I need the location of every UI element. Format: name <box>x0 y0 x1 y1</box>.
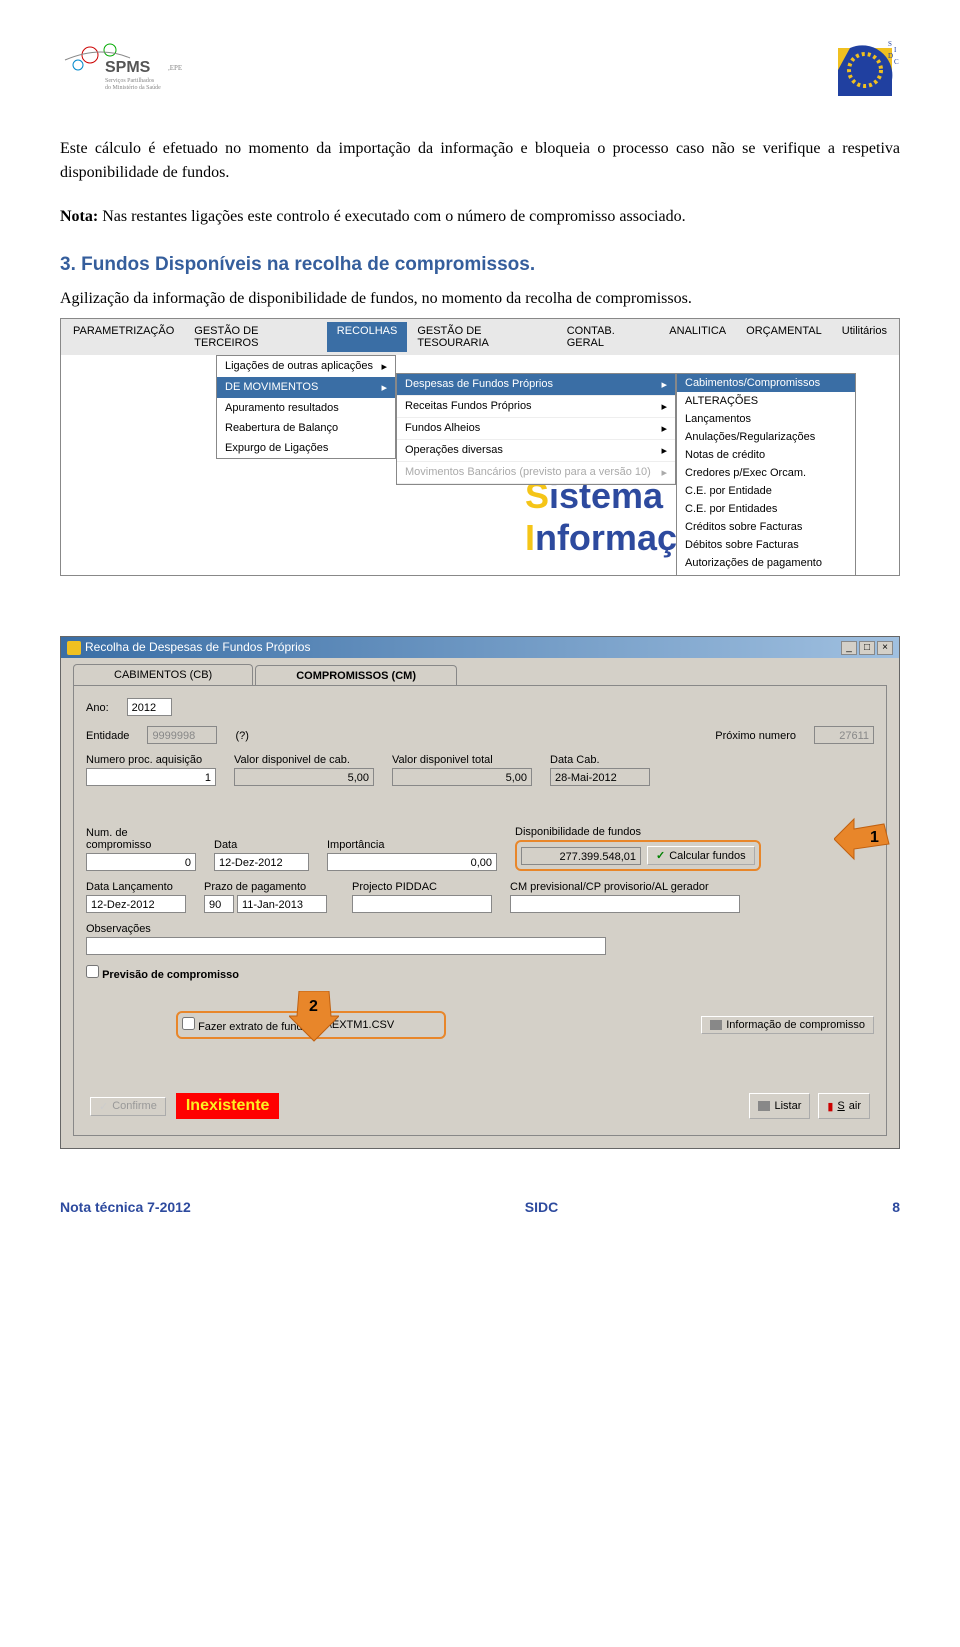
svg-text:,EPE: ,EPE <box>168 64 182 72</box>
menu-item[interactable]: Movimentos Bancários (previsto para a ve… <box>397 462 675 484</box>
menu-item[interactable]: Credores p/Exec Orcam. <box>677 464 855 482</box>
screenshot-form-window: Recolha de Despesas de Fundos Próprios _… <box>60 636 900 1149</box>
menu-item[interactable]: Transferências Bancárias <box>677 572 855 576</box>
input-datacab: 28-Mai-2012 <box>550 768 650 786</box>
footer-right: 8 <box>892 1199 900 1215</box>
menubar[interactable]: PARAMETRIZAÇÃOGESTÃO DE TERCEIROSRECOLHA… <box>61 319 899 355</box>
background-decoration <box>121 455 321 555</box>
menu-item[interactable]: Receitas Fundos Próprios▸ <box>397 396 675 418</box>
menu-item[interactable]: Reabertura de Balanço <box>217 418 395 438</box>
minimize-button[interactable]: _ <box>841 641 857 655</box>
paragraph-1: Este cálculo é efetuado no momento da im… <box>60 137 900 185</box>
menubar-item[interactable]: ANALITICA <box>659 322 736 352</box>
input-datalanc[interactable]: 12-Dez-2012 <box>86 895 186 913</box>
tab-cabimentos[interactable]: CABIMENTOS (CB) <box>73 664 253 685</box>
menubar-item[interactable]: RECOLHAS <box>327 322 408 352</box>
checkbox-previsao[interactable]: Previsão de compromisso <box>86 965 239 981</box>
svg-text:I: I <box>894 46 897 54</box>
maximize-button[interactable]: □ <box>859 641 875 655</box>
input-piddac[interactable] <box>352 895 492 913</box>
page-footer: Nota técnica 7-2012 SIDC 8 <box>60 1199 900 1215</box>
tabs: CABIMENTOS (CB) COMPROMISSOS (CM) <box>73 664 887 685</box>
listar-button[interactable]: Listar <box>749 1093 810 1119</box>
input-numcomp[interactable]: 0 <box>86 853 196 871</box>
input-data[interactable]: 12-Dez-2012 <box>214 853 309 871</box>
page-header: SPMS ,EPE Serviços Partilhados do Minist… <box>60 40 900 107</box>
window-title: Recolha de Despesas de Fundos Próprios <box>85 640 310 654</box>
input-valordisp-total: 5,00 <box>392 768 532 786</box>
menubar-item[interactable]: GESTÃO DE TESOURARIA <box>407 322 556 352</box>
svg-text:2: 2 <box>309 998 318 1015</box>
svg-text:D: D <box>888 52 893 60</box>
input-entidade: 9999998 <box>147 726 217 744</box>
calcular-fundos-button[interactable]: ✓Calcular fundos <box>647 846 755 865</box>
screenshot-menu: PARAMETRIZAÇÃOGESTÃO DE TERCEIROSRECOLHA… <box>60 318 900 576</box>
menubar-item[interactable]: GESTÃO DE TERCEIROS <box>184 322 327 352</box>
note-body: Nas restantes ligações este controlo é e… <box>98 208 685 225</box>
window-titlebar: Recolha de Despesas de Fundos Próprios _… <box>61 637 899 658</box>
menu-item[interactable]: C.E. por Entidade <box>677 482 855 500</box>
menubar-item[interactable]: PARAMETRIZAÇÃO <box>63 322 184 352</box>
svg-text:SPMS: SPMS <box>105 59 151 76</box>
sidc-logo: S I D C <box>830 40 900 107</box>
input-prazo-dias[interactable]: 90 <box>204 895 234 913</box>
menu-item[interactable]: Operações diversas▸ <box>397 440 675 462</box>
input-ano[interactable]: 2012 <box>127 698 172 716</box>
svg-text:1: 1 <box>870 829 879 846</box>
footer-center: SIDC <box>525 1199 558 1215</box>
menubar-item[interactable]: ORÇAMENTAL <box>736 322 832 352</box>
input-numproc[interactable]: 1 <box>86 768 216 786</box>
callout-arrow-1: 1 <box>834 814 894 867</box>
input-observacoes[interactable] <box>86 937 606 955</box>
submenu-level-1[interactable]: Ligações de outras aplicações▸DE MOVIMEN… <box>216 355 396 459</box>
spms-logo: SPMS ,EPE Serviços Partilhados do Minist… <box>60 40 210 90</box>
input-importancia[interactable]: 0,00 <box>327 853 497 871</box>
input-valordisp-cab: 5,00 <box>234 768 374 786</box>
menu-item[interactable]: DE MOVIMENTOS▸ <box>217 377 395 398</box>
svg-text:C: C <box>894 58 899 66</box>
input-prazo-data[interactable]: 11-Jan-2013 <box>237 895 327 913</box>
menu-item[interactable]: Autorizações de pagamento <box>677 554 855 572</box>
confirme-button[interactable]: ✓ Confirme <box>90 1097 166 1116</box>
section-3-text: Agilização da informação de disponibilid… <box>60 288 900 310</box>
info-compromisso-button[interactable]: Informação de compromisso <box>701 1016 874 1034</box>
menu-item[interactable]: Créditos sobre Facturas <box>677 518 855 536</box>
menu-item[interactable]: ALTERAÇÕES <box>677 392 855 410</box>
note-paragraph: Nota: Nas restantes ligações este contro… <box>60 205 900 229</box>
note-label: Nota: <box>60 208 98 225</box>
close-button[interactable]: × <box>877 641 893 655</box>
input-proximo: 27611 <box>814 726 874 744</box>
menu-item[interactable]: Apuramento resultados <box>217 398 395 418</box>
section-3-title: 3. Fundos Disponíveis na recolha de comp… <box>60 254 900 276</box>
menu-item[interactable]: Ligações de outras aplicações▸ <box>217 356 395 377</box>
sair-button[interactable]: ▮ Sair <box>818 1093 870 1119</box>
menu-item[interactable]: Despesas de Fundos Próprios▸ <box>397 374 675 396</box>
menu-item[interactable]: Anulações/Regularizações <box>677 428 855 446</box>
menu-item[interactable]: Lançamentos <box>677 410 855 428</box>
menu-item[interactable]: C.E. por Entidades <box>677 500 855 518</box>
callout-arrow-2: 2 <box>289 991 339 1049</box>
field-entidade: Entidade <box>86 730 129 744</box>
field-ano: Ano: <box>86 702 109 716</box>
menubar-item[interactable]: Utilitários <box>832 322 897 352</box>
submenu-level-3[interactable]: Cabimentos/CompromissosALTERAÇÕESLançame… <box>676 373 856 576</box>
submenu-level-2[interactable]: Despesas de Fundos Próprios▸Receitas Fun… <box>396 373 676 485</box>
svg-text:S: S <box>888 40 892 48</box>
svg-text:do Ministério da Saúde: do Ministério da Saúde <box>105 85 161 90</box>
inexistente-badge: Inexistente <box>176 1093 280 1119</box>
footer-left: Nota técnica 7-2012 <box>60 1199 191 1215</box>
highlight-box-1: 277.399.548,01 ✓Calcular fundos <box>515 840 761 871</box>
menu-item[interactable]: Notas de crédito <box>677 446 855 464</box>
input-cm-prev[interactable] <box>510 895 740 913</box>
menu-item[interactable]: Fundos Alheios▸ <box>397 418 675 440</box>
svg-text:Serviços Partilhados: Serviços Partilhados <box>105 78 155 84</box>
menu-item[interactable]: Expurgo de Ligações <box>217 438 395 458</box>
menubar-item[interactable]: CONTAB. GERAL <box>557 322 660 352</box>
menu-item[interactable]: Cabimentos/Compromissos <box>677 374 855 392</box>
tab-compromissos[interactable]: COMPROMISSOS (CM) <box>255 665 457 686</box>
input-disp-fundos: 277.399.548,01 <box>521 847 641 865</box>
menu-item[interactable]: Débitos sobre Facturas <box>677 536 855 554</box>
